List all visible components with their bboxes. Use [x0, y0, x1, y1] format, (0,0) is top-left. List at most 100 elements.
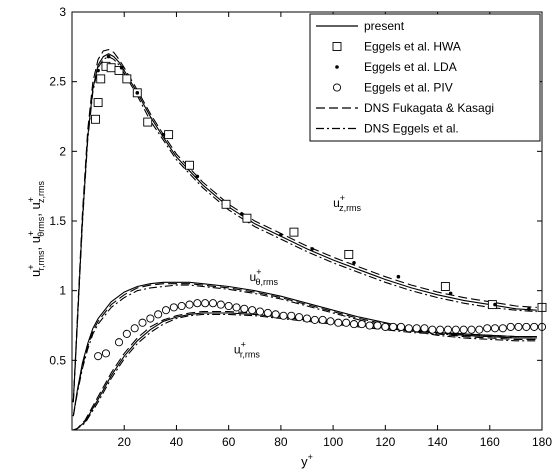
data-point-square [106, 63, 116, 73]
data-point-circle [169, 303, 178, 312]
data-point-circle [177, 301, 186, 311]
data-point-circle [208, 299, 218, 308]
plot-area: 20 40 60 80 100 120 140 160 180 0.5 1 1.5 2 2.5 3 u+ z,… [49, 5, 552, 449]
data-point-dot [279, 233, 283, 237]
data-point-dot [195, 174, 200, 179]
data-point-circle [94, 352, 103, 361]
data-point-circle [498, 324, 507, 333]
data-point-circle [530, 322, 539, 331]
data-point-circle [404, 324, 413, 333]
data-point-circle [138, 318, 147, 327]
data-point-square [93, 98, 103, 108]
data-point-circle [101, 349, 110, 358]
data-point-square [242, 213, 252, 223]
tick-layer: 20 40 60 80 100 120 140 160 180 0.5 1 1.5 2 2.5 3 [49, 5, 552, 449]
data-point-circle [428, 325, 437, 334]
data-point-square [91, 114, 100, 124]
data-point-circle [224, 301, 233, 311]
data-point-dot [448, 291, 453, 296]
x-tick-label: 40 [170, 435, 184, 449]
data-point-circle [232, 303, 241, 312]
x-tick-label: 120 [375, 435, 395, 449]
y-tick-label: 1 [59, 284, 66, 298]
data-point-circle [475, 325, 484, 334]
data-point-circle [310, 315, 319, 324]
data-point-dot [119, 65, 124, 70]
legend-swatch-circle [332, 83, 342, 92]
data-point-dot [96, 68, 100, 73]
legend-label: DNS Eggels et al. [364, 122, 459, 136]
curve-annotation: u+ θ,rms [250, 267, 279, 287]
data-point-circle [185, 300, 194, 309]
data-point-dot [106, 54, 111, 59]
legend-box [309, 13, 541, 142]
data-point-circle [114, 338, 124, 347]
data-point-circle [193, 299, 202, 308]
data-point-square [344, 249, 354, 259]
x-tick-label: 160 [480, 435, 500, 449]
y-axis-label: u+r,rms, u+θrms, u+z,rms [26, 181, 46, 277]
data-point-circle [396, 322, 406, 331]
data-point-circle [287, 311, 296, 320]
x-tick-label: 140 [428, 435, 448, 449]
data-point-dot [310, 247, 315, 251]
data-point-dot [527, 306, 531, 311]
series-line-theta-dashdot [72, 284, 537, 417]
data-point-circle [295, 313, 304, 322]
y-tick-label: 2.5 [49, 75, 66, 89]
data-point-circle [451, 325, 460, 334]
data-point-circle [216, 300, 225, 309]
data-point-circle [365, 321, 374, 330]
data-point-dot [239, 212, 244, 216]
data-point-circle [161, 306, 171, 315]
legend-label: DNS Fukagata & Kasagi [364, 101, 494, 115]
data-point-circle [373, 321, 382, 330]
legend-label: Eggels et al. LDA [364, 60, 457, 74]
data-point-circle [248, 306, 257, 315]
data-point-circle [506, 322, 515, 331]
data-point-circle [146, 314, 155, 323]
y-tick-label: 2 [59, 144, 66, 158]
legend-label: Eggels et al. PIV [364, 81, 453, 95]
data-point-circle [522, 322, 531, 331]
data-point-dot [493, 302, 497, 307]
data-point-square [289, 227, 299, 237]
curve-annotation: u+ z,rms [333, 193, 361, 213]
data-point-dot [396, 274, 401, 279]
data-point-circle [263, 308, 272, 318]
legend-label: Eggels et al. HWA [364, 40, 461, 54]
data-point-circle [122, 329, 131, 338]
y-tick-label: 3 [59, 5, 66, 19]
data-point-circle [130, 324, 139, 333]
data-point-circle [302, 314, 312, 323]
data-point-circle [240, 304, 249, 313]
data-point-circle [279, 311, 288, 320]
data-point-square [96, 74, 106, 84]
x-tick-label: 180 [532, 435, 552, 449]
series-line-z-dashed [72, 49, 537, 403]
data-point-circle [443, 325, 453, 334]
series-line-r-dashdot [73, 313, 537, 431]
data-point-circle [342, 318, 351, 327]
data-point-circle [201, 299, 210, 308]
legend-swatch-dot [335, 65, 339, 69]
data-point-circle [349, 320, 359, 329]
data-point-square [164, 130, 174, 140]
x-tick-label: 60 [222, 435, 236, 449]
data-point-circle [420, 324, 429, 333]
data-point-circle [412, 324, 421, 333]
x-tick-label: 20 [118, 435, 132, 449]
data-point-circle [459, 325, 468, 334]
data-point-square [221, 199, 231, 209]
data-point-square [185, 160, 194, 170]
data-point-circle [467, 325, 476, 334]
data-point-square [122, 74, 132, 84]
y-tick-label: 1.5 [49, 214, 66, 228]
x-axis-label: y+ [301, 452, 313, 469]
data-point-circle [357, 320, 366, 329]
data-point-dot [352, 261, 356, 265]
legend-swatch-square [332, 42, 342, 51]
annotation-layer: u+ z,rms u+ θ,rms u+ r,rms [234, 193, 362, 359]
data-point-circle [490, 324, 500, 333]
